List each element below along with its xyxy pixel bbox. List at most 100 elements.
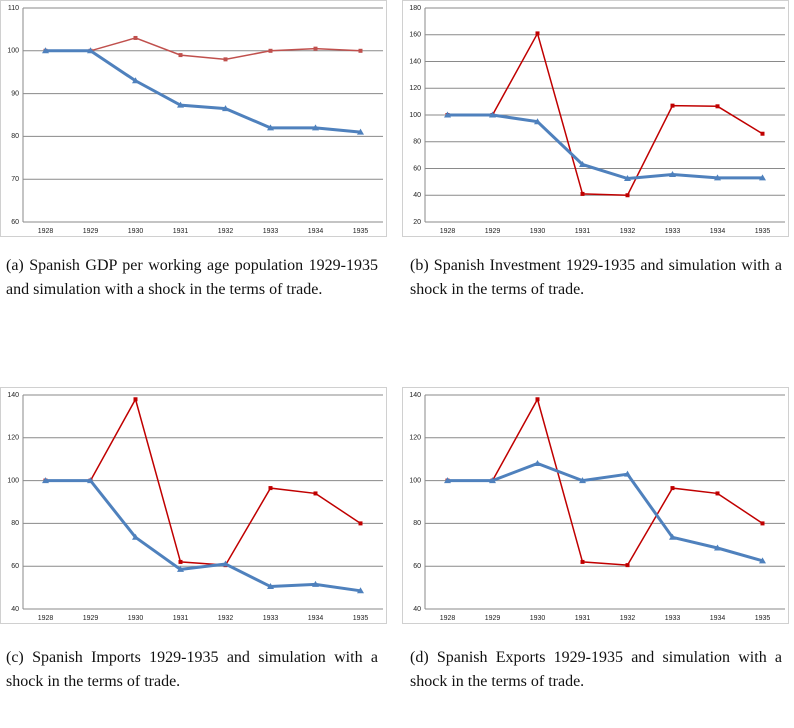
y-tick-label: 100 [409, 112, 421, 119]
marker [178, 53, 183, 58]
y-tick-label: 120 [7, 435, 19, 442]
marker [42, 47, 49, 54]
marker [444, 111, 451, 118]
marker [489, 477, 496, 484]
x-tick-label: 1930 [128, 615, 144, 622]
y-tick-label: 80 [11, 133, 19, 140]
marker [357, 587, 364, 594]
marker [267, 124, 274, 131]
marker [489, 111, 496, 118]
marker [223, 57, 228, 62]
marker [580, 559, 585, 564]
x-tick-label: 1934 [710, 615, 726, 622]
marker [222, 105, 229, 112]
x-tick-label: 1928 [38, 228, 54, 235]
marker [579, 477, 586, 484]
caption: (d) Spanish Exports 1929-1935 and simula… [410, 649, 782, 690]
marker [534, 118, 541, 125]
caption: (c) Spanish Imports 1929-1935 and simula… [6, 649, 378, 690]
y-tick-label: 90 [11, 90, 19, 97]
x-tick-label: 1935 [353, 228, 369, 235]
x-tick-label: 1933 [665, 228, 681, 235]
y-tick-label: 140 [409, 392, 421, 399]
marker [313, 491, 318, 496]
x-tick-label: 1929 [83, 615, 99, 622]
marker [579, 160, 586, 167]
marker [669, 533, 676, 540]
y-tick-label: 180 [409, 5, 421, 12]
x-tick-label: 1934 [308, 228, 324, 235]
marker [714, 544, 721, 551]
marker [268, 486, 273, 491]
marker [714, 174, 721, 181]
y-tick-label: 40 [413, 606, 421, 613]
x-tick-label: 1928 [440, 228, 456, 235]
marker [312, 580, 319, 587]
chart-frame [0, 387, 387, 624]
y-tick-label: 70 [11, 176, 19, 183]
marker [669, 171, 676, 178]
x-tick-label: 1929 [83, 228, 99, 235]
marker [222, 560, 229, 567]
y-tick-label: 20 [413, 219, 421, 226]
y-tick-label: 120 [409, 85, 421, 92]
marker [87, 477, 94, 484]
marker [177, 565, 184, 572]
marker [133, 397, 138, 402]
x-tick-label: 1935 [755, 228, 771, 235]
marker [759, 557, 766, 564]
series-line [447, 113, 763, 181]
marker [670, 486, 675, 491]
marker [268, 48, 273, 53]
marker [42, 477, 49, 484]
x-tick-label: 1935 [755, 615, 771, 622]
chart-frame [402, 0, 789, 237]
marker [715, 104, 720, 109]
x-tick-label: 1934 [308, 615, 324, 622]
y-tick-label: 60 [413, 165, 421, 172]
x-tick-label: 1934 [710, 228, 726, 235]
marker [535, 397, 540, 402]
marker [535, 31, 540, 36]
y-tick-label: 160 [409, 32, 421, 39]
series-line [45, 37, 361, 61]
chart-frame [0, 0, 387, 237]
y-tick-label: 100 [7, 48, 19, 55]
x-tick-label: 1928 [440, 615, 456, 622]
marker [357, 128, 364, 135]
marker [358, 48, 363, 53]
marker [132, 533, 139, 540]
marker [625, 563, 630, 568]
x-tick-label: 1933 [263, 228, 279, 235]
caption: (a) Spanish GDP per working age populati… [6, 257, 378, 298]
series-line [447, 31, 763, 197]
y-tick-label: 60 [413, 563, 421, 570]
x-tick-label: 1930 [530, 615, 546, 622]
series-line [447, 397, 763, 566]
x-tick-label: 1933 [665, 615, 681, 622]
y-tick-label: 120 [409, 435, 421, 442]
y-tick-label: 100 [7, 477, 19, 484]
x-tick-label: 1933 [263, 615, 279, 622]
y-tick-label: 140 [7, 392, 19, 399]
y-tick-label: 60 [11, 219, 19, 226]
caption: (b) Spanish Investment 1929-1935 and sim… [410, 257, 782, 298]
x-tick-label: 1931 [575, 615, 591, 622]
y-tick-label: 40 [11, 606, 19, 613]
x-tick-label: 1930 [128, 228, 144, 235]
marker [132, 77, 139, 84]
marker [715, 491, 720, 496]
x-tick-label: 1932 [218, 228, 234, 235]
x-tick-label: 1929 [485, 615, 501, 622]
marker [760, 521, 765, 526]
marker [178, 559, 183, 564]
x-tick-label: 1930 [530, 228, 546, 235]
y-tick-label: 100 [409, 477, 421, 484]
x-tick-label: 1929 [485, 228, 501, 235]
y-tick-label: 80 [11, 520, 19, 527]
marker [313, 46, 318, 51]
marker [312, 124, 319, 131]
marker [133, 35, 138, 40]
